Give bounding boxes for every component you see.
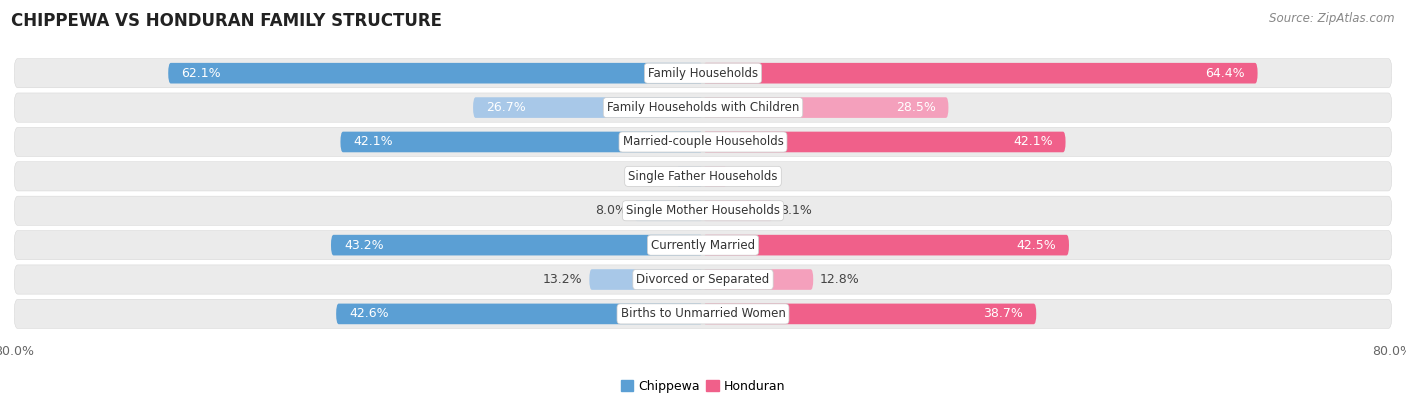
Text: 13.2%: 13.2% (543, 273, 582, 286)
Text: 2.8%: 2.8% (734, 170, 766, 183)
FancyBboxPatch shape (634, 200, 703, 221)
FancyBboxPatch shape (589, 269, 703, 290)
FancyBboxPatch shape (14, 265, 1392, 294)
Legend: Chippewa, Honduran: Chippewa, Honduran (616, 375, 790, 395)
FancyBboxPatch shape (330, 235, 703, 256)
Text: 42.1%: 42.1% (353, 135, 394, 149)
Text: 28.5%: 28.5% (896, 101, 935, 114)
FancyBboxPatch shape (14, 299, 1392, 329)
FancyBboxPatch shape (703, 304, 1036, 324)
Text: 12.8%: 12.8% (820, 273, 860, 286)
FancyBboxPatch shape (336, 304, 703, 324)
FancyBboxPatch shape (703, 63, 1257, 83)
FancyBboxPatch shape (340, 132, 703, 152)
FancyBboxPatch shape (14, 231, 1392, 260)
FancyBboxPatch shape (703, 97, 949, 118)
Text: Single Father Households: Single Father Households (628, 170, 778, 183)
Text: 62.1%: 62.1% (181, 67, 221, 80)
FancyBboxPatch shape (169, 63, 703, 83)
FancyBboxPatch shape (14, 196, 1392, 226)
FancyBboxPatch shape (676, 166, 703, 187)
Text: Births to Unmarried Women: Births to Unmarried Women (620, 307, 786, 320)
Text: 42.5%: 42.5% (1017, 239, 1056, 252)
Text: 26.7%: 26.7% (486, 101, 526, 114)
Text: Family Households with Children: Family Households with Children (607, 101, 799, 114)
Text: 8.0%: 8.0% (595, 204, 627, 217)
Text: 42.6%: 42.6% (349, 307, 388, 320)
Text: Family Households: Family Households (648, 67, 758, 80)
FancyBboxPatch shape (703, 166, 727, 187)
Text: CHIPPEWA VS HONDURAN FAMILY STRUCTURE: CHIPPEWA VS HONDURAN FAMILY STRUCTURE (11, 12, 443, 30)
Text: 38.7%: 38.7% (983, 307, 1024, 320)
FancyBboxPatch shape (703, 235, 1069, 256)
Text: Currently Married: Currently Married (651, 239, 755, 252)
Text: 43.2%: 43.2% (344, 239, 384, 252)
Text: 8.1%: 8.1% (780, 204, 811, 217)
Text: Married-couple Households: Married-couple Households (623, 135, 783, 149)
Text: Divorced or Separated: Divorced or Separated (637, 273, 769, 286)
FancyBboxPatch shape (703, 269, 813, 290)
FancyBboxPatch shape (14, 93, 1392, 122)
Text: Source: ZipAtlas.com: Source: ZipAtlas.com (1270, 12, 1395, 25)
Text: 3.1%: 3.1% (638, 170, 669, 183)
FancyBboxPatch shape (472, 97, 703, 118)
Text: 64.4%: 64.4% (1205, 67, 1244, 80)
FancyBboxPatch shape (14, 58, 1392, 88)
FancyBboxPatch shape (14, 127, 1392, 156)
FancyBboxPatch shape (703, 132, 1066, 152)
Text: 42.1%: 42.1% (1012, 135, 1053, 149)
FancyBboxPatch shape (703, 200, 773, 221)
Text: Single Mother Households: Single Mother Households (626, 204, 780, 217)
FancyBboxPatch shape (14, 162, 1392, 191)
